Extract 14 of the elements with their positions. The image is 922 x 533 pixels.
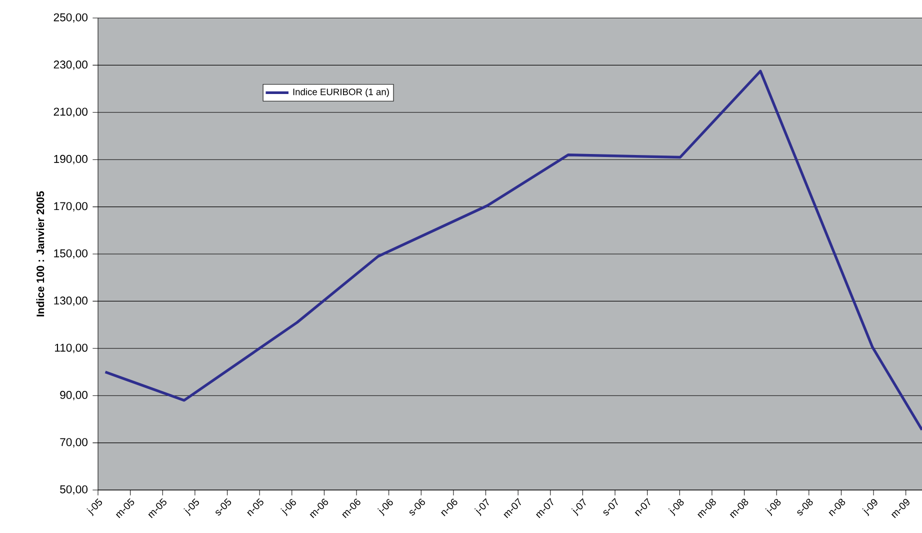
- y-tick-label: 90,00: [60, 390, 88, 400]
- legend-label: Indice EURIBOR (1 an): [293, 88, 389, 98]
- y-tick-label: 230,00: [54, 60, 88, 70]
- y-tick-label: 70,00: [60, 438, 88, 448]
- y-tick-label: 130,00: [54, 296, 88, 306]
- y-tick-label: 110,00: [54, 344, 88, 354]
- y-tick-label: 250,00: [54, 13, 88, 23]
- line-series: [104, 70, 922, 432]
- y-axis-title: Indice 100 : Janvier 2005: [36, 191, 44, 316]
- y-tick-label: 150,00: [54, 249, 88, 259]
- y-tick-label: 170,00: [54, 202, 88, 212]
- y-tick-label: 50,00: [60, 485, 88, 495]
- y-tick-label: 210,00: [54, 108, 88, 118]
- y-tick-label: 190,00: [54, 154, 88, 164]
